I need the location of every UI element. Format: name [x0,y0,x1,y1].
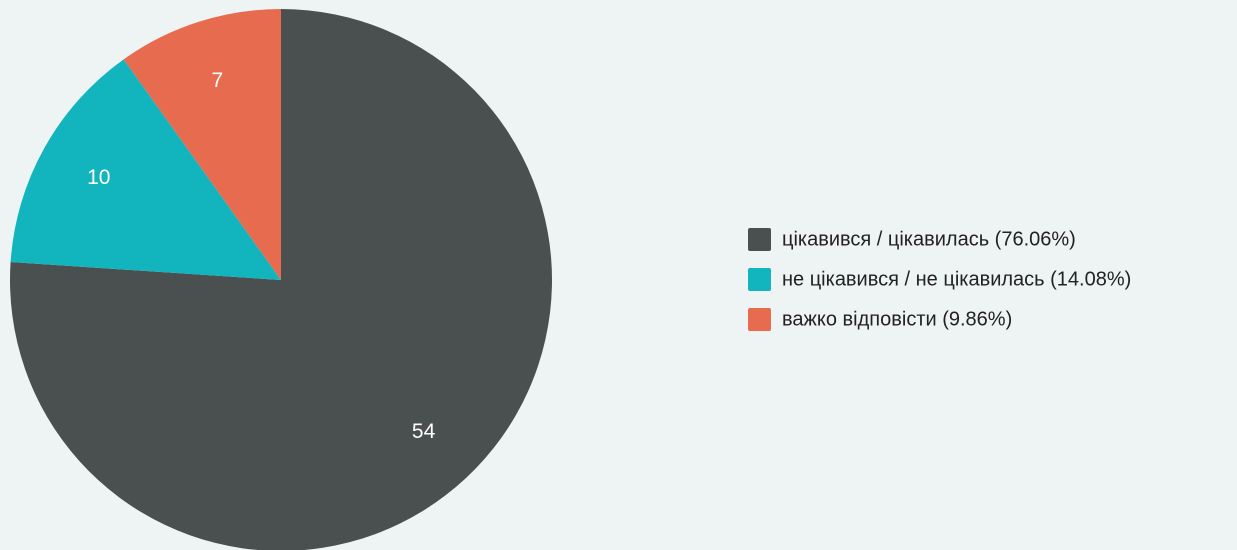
legend-swatch [748,228,771,251]
legend-text: цікавився / цікавилась (76.06%) [782,228,1076,250]
pie-slice [123,9,281,280]
legend-swatch [748,268,771,291]
slice-label: 7 [212,69,224,92]
legend-swatch [748,308,771,331]
legend-text: важко відповісти (9.86%) [782,308,1012,330]
pie-slice [10,9,552,550]
slice-label: 54 [412,420,436,443]
legend-text: не цікавився / не цікавилась (14.08%) [782,268,1131,290]
pie-slice [10,59,282,281]
slice-label: 10 [87,166,110,189]
